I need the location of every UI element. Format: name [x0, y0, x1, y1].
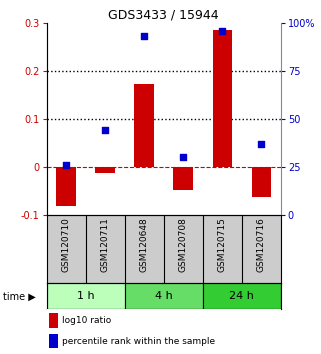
Text: GSM120648: GSM120648	[140, 217, 149, 272]
Title: GDS3433 / 15944: GDS3433 / 15944	[108, 9, 219, 22]
Text: 24 h: 24 h	[230, 291, 254, 301]
Bar	[125, 283, 203, 309]
Text: percentile rank within the sample: percentile rank within the sample	[62, 337, 215, 346]
Bar	[173, 167, 193, 190]
Point	[181, 154, 186, 160]
Bar	[252, 167, 271, 196]
Text: GSM120708: GSM120708	[179, 217, 188, 272]
Text: 1 h: 1 h	[77, 291, 94, 301]
Text: GSM120710: GSM120710	[62, 217, 71, 272]
Bar	[213, 30, 232, 167]
Point	[259, 141, 264, 147]
Bar	[49, 314, 58, 328]
Text: time ▶: time ▶	[3, 291, 36, 301]
Bar	[47, 283, 125, 309]
Bar	[203, 283, 281, 309]
Text: 4 h: 4 h	[155, 291, 173, 301]
Point	[220, 28, 225, 34]
Text: GSM120715: GSM120715	[218, 217, 227, 272]
Point	[142, 34, 147, 39]
Bar	[49, 334, 58, 348]
Text: log10 ratio: log10 ratio	[62, 316, 111, 325]
Bar	[134, 84, 154, 167]
Text: GSM120716: GSM120716	[257, 217, 266, 272]
Text: GSM120711: GSM120711	[100, 217, 110, 272]
Point	[102, 127, 108, 133]
Bar	[95, 167, 115, 173]
Point	[64, 162, 69, 168]
Bar	[56, 167, 76, 206]
